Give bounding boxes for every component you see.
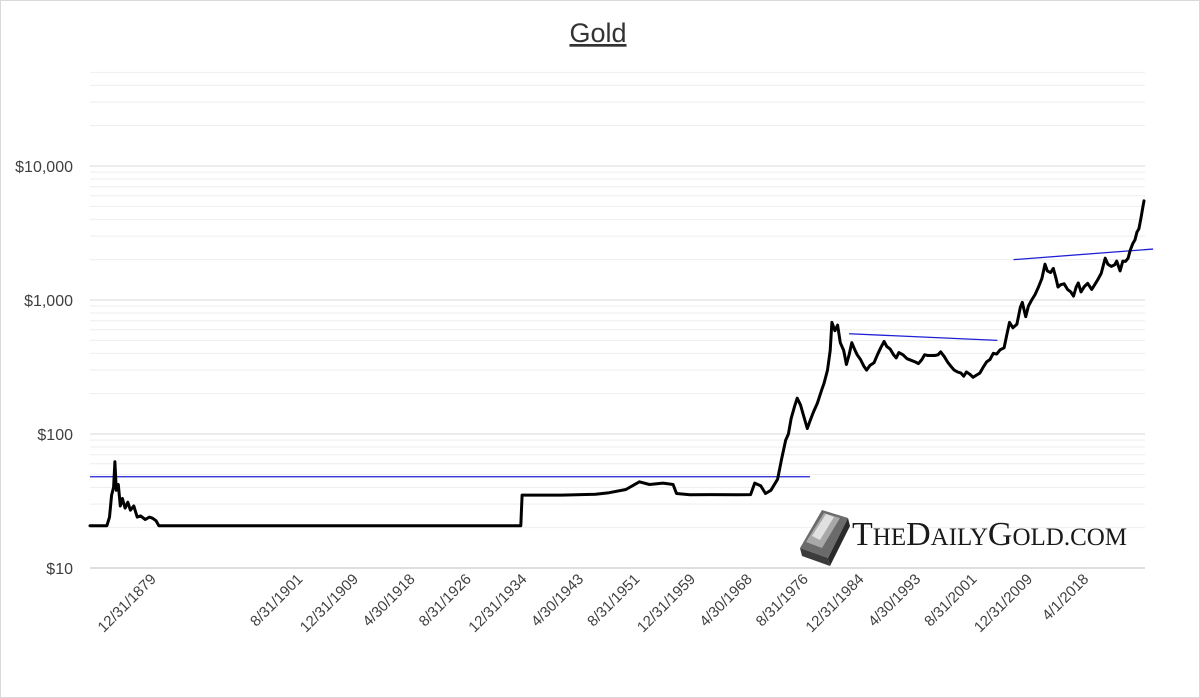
watermark-logo: THEDAILYGOLD.COM — [800, 510, 1127, 566]
trendline — [849, 333, 998, 341]
gold-bar-logo-icon — [800, 510, 850, 566]
y-tick-label: $100 — [37, 427, 73, 444]
y-tick-label: $1,000 — [24, 293, 73, 310]
watermark-text: THEDAILYGOLD.COM — [852, 516, 1127, 553]
y-axis-tick-labels: $10 $100 $1,000 $10,000 — [15, 159, 73, 578]
series-line-gold-price — [88, 199, 1146, 528]
y-tick-label: $10,000 — [15, 159, 73, 176]
chart-title: Gold — [569, 18, 626, 48]
y-tick-label: $10 — [46, 561, 73, 578]
